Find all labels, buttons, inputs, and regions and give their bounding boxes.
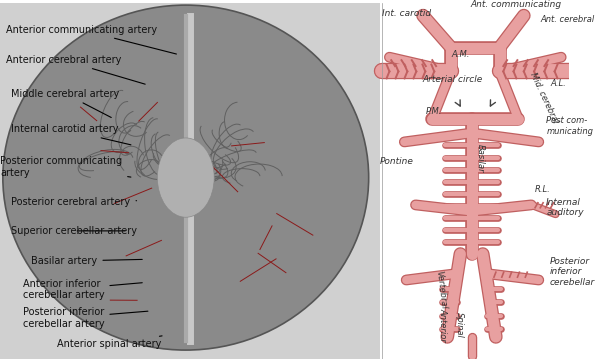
Text: Superior cerebellar artery: Superior cerebellar artery bbox=[11, 226, 137, 236]
Text: Internal
auditory: Internal auditory bbox=[546, 198, 584, 218]
FancyBboxPatch shape bbox=[0, 3, 382, 359]
Ellipse shape bbox=[157, 138, 214, 217]
Text: Anterior inferior
cerebellar artery: Anterior inferior cerebellar artery bbox=[23, 279, 142, 300]
Text: Spinal: Spinal bbox=[455, 312, 464, 338]
Text: Arterial circle: Arterial circle bbox=[423, 75, 483, 84]
Text: Basilar: Basilar bbox=[476, 144, 485, 172]
Text: Basilar artery: Basilar artery bbox=[31, 256, 142, 266]
Text: Internal carotid artery: Internal carotid artery bbox=[11, 125, 131, 145]
Text: Pontine: Pontine bbox=[380, 157, 413, 166]
Text: Ant. cerebral: Ant. cerebral bbox=[541, 15, 595, 24]
Text: R.L.: R.L. bbox=[535, 186, 551, 195]
Text: Posterior communicating
artery: Posterior communicating artery bbox=[0, 156, 131, 178]
Text: Anterior communicating artery: Anterior communicating artery bbox=[5, 25, 176, 54]
Text: Posterior
inferior
cerebellar: Posterior inferior cerebellar bbox=[550, 257, 595, 287]
Text: Anterior: Anterior bbox=[438, 308, 447, 342]
Text: A.M.: A.M. bbox=[451, 50, 470, 59]
Text: Anterior spinal artery: Anterior spinal artery bbox=[57, 336, 162, 349]
FancyBboxPatch shape bbox=[380, 3, 571, 359]
Text: Int. carotid: Int. carotid bbox=[382, 9, 431, 18]
Text: Middle cerebral artery: Middle cerebral artery bbox=[11, 89, 119, 117]
Text: A.L.: A.L. bbox=[550, 79, 566, 88]
Text: Vertebral: Vertebral bbox=[434, 270, 448, 309]
Text: Anterior cerebral artery: Anterior cerebral artery bbox=[5, 55, 145, 84]
Text: Ant. communicating: Ant. communicating bbox=[471, 0, 562, 9]
Ellipse shape bbox=[3, 5, 368, 350]
Text: Posterior cerebral artery: Posterior cerebral artery bbox=[11, 197, 137, 208]
Text: Post com-
municating: Post com- municating bbox=[546, 116, 593, 136]
Text: Mid. cerebral: Mid. cerebral bbox=[528, 71, 559, 124]
Text: Posterior inferior
cerebellar artery: Posterior inferior cerebellar artery bbox=[23, 307, 148, 329]
Text: P.M.: P.M. bbox=[426, 107, 442, 116]
